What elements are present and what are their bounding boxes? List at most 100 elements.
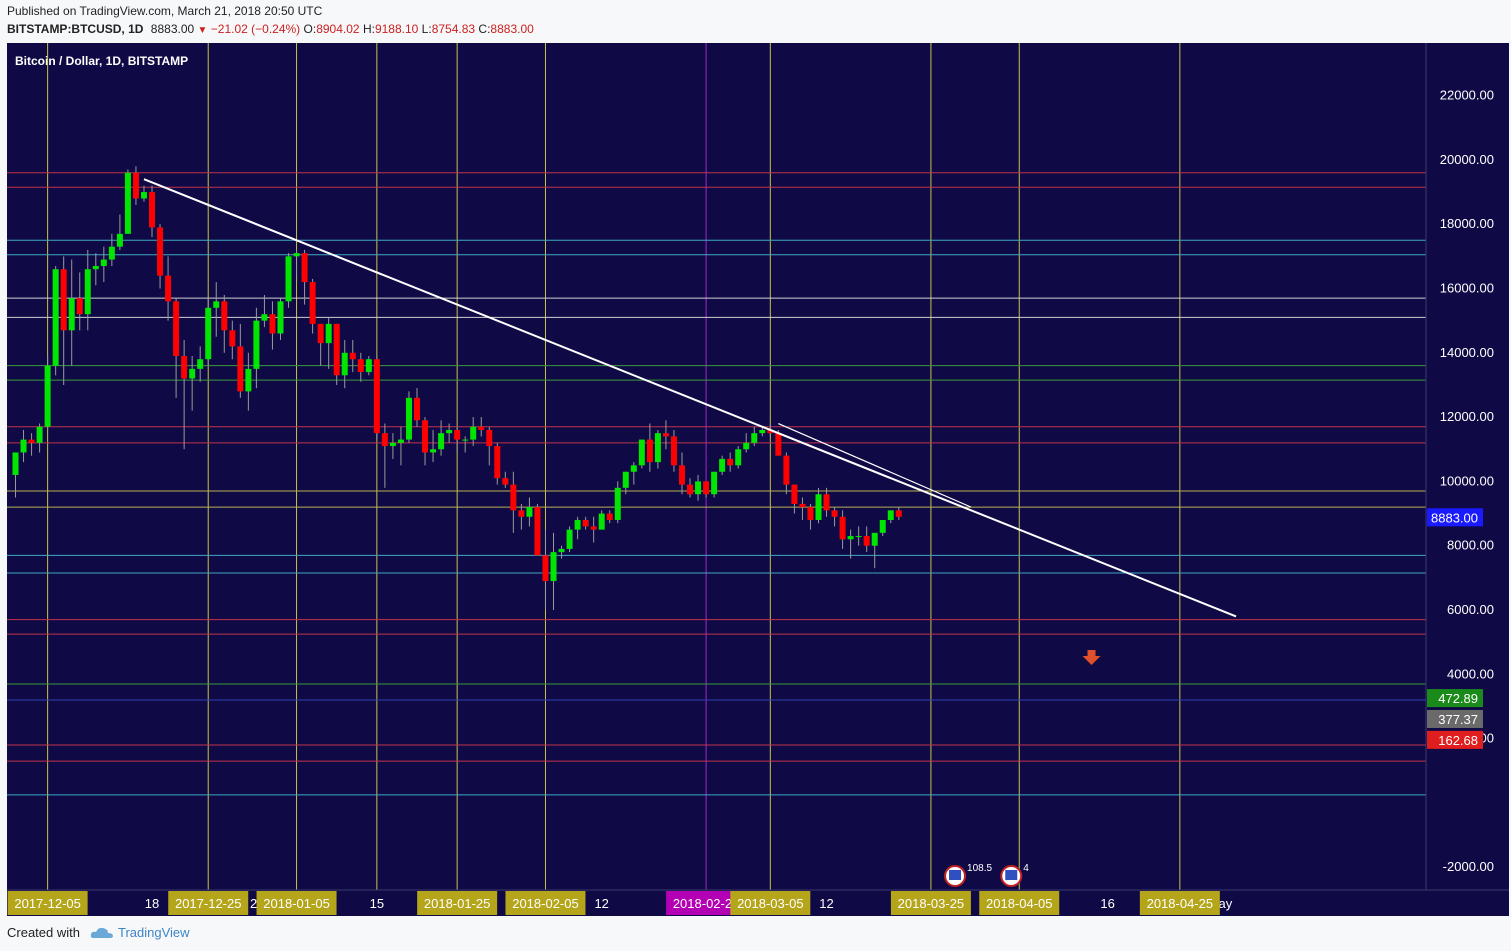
price-label-box [1427, 508, 1483, 527]
candle-up [759, 429, 766, 434]
candle-down [767, 429, 774, 434]
candle-up [12, 452, 19, 475]
us-flag-icon [1005, 870, 1018, 880]
candle-up [735, 449, 742, 466]
candle-down [237, 346, 244, 392]
y-tick-label: 14000.00 [1440, 345, 1494, 360]
date-tag-box [979, 891, 1060, 915]
candle-down [317, 323, 324, 344]
symbol-label: BITSTAMP:BTCUSD, 1D [7, 22, 144, 36]
candle-down [895, 510, 902, 517]
candle-up [887, 510, 894, 520]
x-tick-label: 12 [594, 896, 608, 911]
price-label: 377.37 [1438, 712, 1478, 727]
y-tick-label: 20000.00 [1440, 152, 1494, 167]
x-tick-label: 12 [819, 896, 833, 911]
date-tag-label: 2018-04-25 [1147, 896, 1214, 911]
candle-up [189, 368, 196, 379]
candle-up [245, 368, 252, 392]
date-tag-box [256, 891, 337, 915]
date-tag-label: 2017-12-05 [14, 896, 81, 911]
candle-down [831, 510, 838, 517]
candle-up [462, 439, 469, 441]
candle-down [349, 352, 356, 360]
candle-up [879, 519, 886, 533]
close-label: C: [478, 22, 491, 36]
candle-up [711, 471, 718, 495]
candle-down [646, 439, 653, 463]
candle-up [84, 269, 91, 315]
candle-up [285, 256, 292, 302]
date-tag-label: 2017-12-25 [175, 896, 242, 911]
x-tick-label: 15 [370, 896, 384, 911]
candle-up [325, 323, 332, 344]
candle-up [253, 320, 260, 369]
us-flag-icon [949, 870, 962, 880]
published-line: Published on TradingView.com, March 21, … [7, 4, 323, 18]
candle-down [422, 420, 429, 453]
y-tick-label: 16000.00 [1440, 281, 1494, 296]
candle-up [654, 433, 661, 463]
candle-up [365, 359, 372, 373]
candle-down [534, 507, 541, 556]
trendline [143, 178, 1237, 618]
candle-up [622, 471, 629, 488]
chart-title: Bitcoin / Dollar, 1D, BITSTAMP [15, 54, 188, 68]
candle-up [871, 532, 878, 546]
y-tick-label: 6000.00 [1447, 602, 1494, 617]
date-tag-label: 2018-02-25 [673, 896, 740, 911]
open-value: 8904.02 [316, 22, 360, 36]
created-with-label: Created with [7, 925, 80, 940]
candle-down [76, 298, 83, 315]
candle-down [414, 397, 420, 421]
candle-down [229, 330, 236, 347]
x-tick-label: 16 [1100, 896, 1114, 911]
candle-up [550, 552, 557, 582]
candle-up [470, 426, 477, 440]
candle-down [357, 359, 364, 373]
candle-up [293, 253, 300, 257]
candle-up [743, 442, 750, 450]
candle-up [213, 301, 220, 308]
candle-up [397, 439, 404, 443]
high-label: H: [362, 22, 375, 36]
candle-down [775, 433, 782, 456]
candle-down [494, 446, 501, 479]
candle-up [140, 192, 147, 199]
candle-up [100, 259, 107, 266]
candle-down [783, 455, 790, 485]
date-tag-box [890, 891, 971, 915]
candle-down [727, 458, 734, 466]
candle-up [36, 426, 43, 443]
candle-down [510, 484, 517, 511]
tradingview-link[interactable]: TradingView [117, 925, 190, 940]
candle-up [341, 352, 348, 376]
candle-down [165, 275, 172, 302]
y-tick-label: 18000.00 [1440, 216, 1494, 231]
event-count-label: 4 [1023, 863, 1029, 874]
date-tag-box [730, 891, 811, 915]
candle-down [381, 433, 388, 447]
low-value: 8754.83 [431, 22, 476, 36]
price-label: 162.68 [1438, 733, 1478, 748]
candle-up [52, 269, 59, 366]
candle-down [269, 314, 276, 334]
trendline-secondary [778, 422, 972, 508]
date-tag-box [505, 891, 586, 915]
price-label: 472.89 [1438, 691, 1478, 706]
candle-up [124, 172, 131, 234]
candle-down [839, 516, 846, 540]
candle-up [815, 494, 822, 520]
candle-down [373, 359, 380, 434]
price-label-box [1427, 730, 1483, 749]
date-tag-label: 2018-03-05 [737, 896, 804, 911]
candle-down [132, 172, 139, 199]
y-tick-label: -2000.00 [1443, 859, 1494, 874]
date-tag-label: 2018-03-25 [898, 896, 965, 911]
candle-down [149, 192, 156, 228]
candle-up [566, 529, 573, 549]
candle-up [430, 449, 437, 453]
candle-down [60, 269, 67, 331]
price-axis [1426, 43, 1509, 890]
